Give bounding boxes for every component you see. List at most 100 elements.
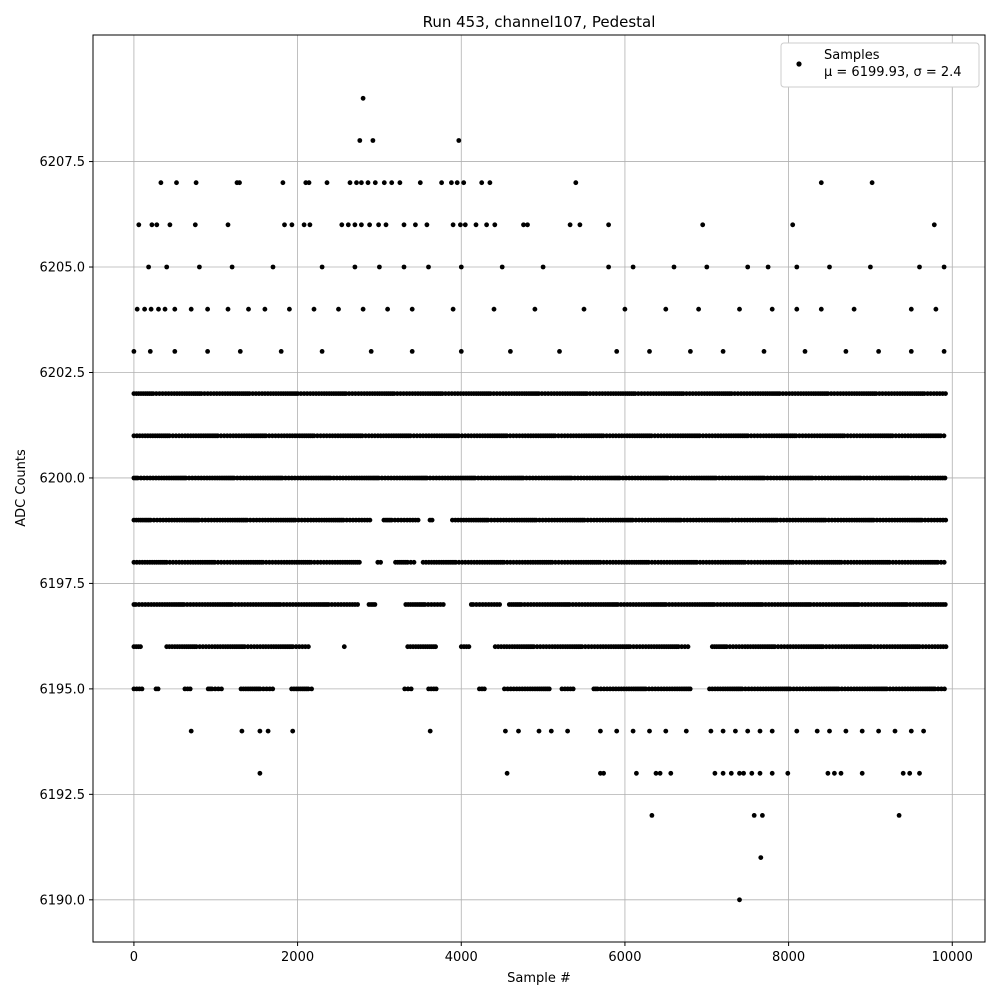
data-point	[742, 559, 748, 565]
data-point	[941, 559, 947, 565]
data-point	[309, 686, 314, 692]
data-point	[790, 559, 796, 565]
data-point	[306, 180, 312, 186]
data-point	[859, 728, 865, 734]
data-point	[360, 306, 366, 312]
data-point	[456, 138, 462, 143]
data-point	[146, 264, 152, 270]
data-point	[841, 433, 847, 439]
data-point	[205, 306, 211, 312]
data-point	[900, 770, 906, 776]
data-point	[139, 686, 145, 692]
data-point	[347, 180, 353, 186]
data-point	[751, 813, 757, 818]
data-point	[696, 306, 701, 312]
data-point	[906, 475, 912, 481]
data-point	[600, 433, 606, 439]
data-point	[836, 686, 841, 692]
data-point	[941, 349, 947, 354]
data-point	[134, 306, 140, 312]
data-point	[290, 644, 296, 650]
legend-marker	[796, 61, 802, 67]
data-point	[319, 264, 325, 270]
data-point	[942, 475, 948, 481]
data-point	[426, 264, 431, 270]
data-point	[531, 644, 537, 650]
data-point	[454, 180, 460, 186]
x-axis-label: Sample #	[507, 971, 571, 986]
data-point	[487, 180, 493, 186]
data-point	[401, 264, 407, 270]
data-point	[943, 517, 949, 523]
data-point	[307, 222, 313, 228]
data-point	[158, 180, 164, 186]
data-point	[287, 306, 292, 312]
data-point	[941, 264, 947, 270]
x-tick-label: 0	[130, 950, 138, 965]
data-point	[520, 475, 526, 481]
data-point	[919, 517, 925, 523]
data-point	[843, 349, 849, 354]
data-point	[306, 644, 311, 650]
data-point	[622, 306, 628, 312]
data-point	[697, 433, 703, 439]
data-point	[367, 517, 373, 523]
data-point	[774, 517, 780, 523]
data-point	[484, 222, 489, 228]
data-point	[643, 686, 649, 692]
data-point	[257, 686, 263, 692]
data-point	[758, 855, 764, 860]
data-point	[704, 264, 710, 270]
data-point	[827, 264, 832, 270]
data-point	[720, 728, 726, 734]
data-point	[229, 602, 235, 607]
data-point	[687, 686, 693, 692]
data-point	[192, 222, 198, 228]
data-point	[838, 770, 844, 776]
data-point	[859, 770, 865, 776]
data-point	[935, 559, 941, 565]
data-point	[355, 602, 360, 607]
data-point	[653, 770, 659, 776]
data-point	[311, 306, 317, 312]
data-point	[239, 728, 245, 734]
data-point	[155, 686, 161, 692]
data-point	[794, 264, 800, 270]
data-point	[408, 686, 414, 692]
data-point	[174, 180, 179, 186]
y-axis-ticks: 6190.0 6192.5 6195.0 6197.5 6200.0 6202.5 6205…	[40, 155, 93, 908]
data-point	[843, 728, 849, 734]
data-point	[381, 180, 387, 186]
data-point	[933, 306, 939, 312]
data-point	[279, 475, 285, 481]
data-point	[290, 728, 296, 734]
data-point	[154, 222, 160, 228]
data-point	[932, 686, 938, 692]
data-point	[525, 222, 530, 228]
data-point	[876, 349, 881, 354]
data-point	[378, 559, 383, 565]
data-point	[427, 728, 433, 734]
data-point	[164, 264, 170, 270]
data-point	[536, 728, 542, 734]
data-point	[385, 306, 390, 312]
data-point	[326, 602, 331, 607]
x-tick-label: 10000	[932, 950, 973, 965]
data-point	[280, 180, 286, 186]
data-point	[244, 517, 250, 523]
data-point	[749, 770, 755, 776]
data-point	[440, 602, 446, 607]
data-point	[429, 517, 435, 523]
data-point	[504, 433, 510, 439]
data-point	[359, 180, 364, 186]
data-point	[577, 222, 583, 228]
data-point	[422, 602, 428, 607]
data-point	[765, 264, 771, 270]
data-point	[570, 686, 576, 692]
data-point	[193, 180, 199, 186]
data-point	[411, 559, 417, 565]
data-point	[482, 686, 487, 692]
data-point	[270, 264, 276, 270]
data-point	[869, 180, 875, 186]
